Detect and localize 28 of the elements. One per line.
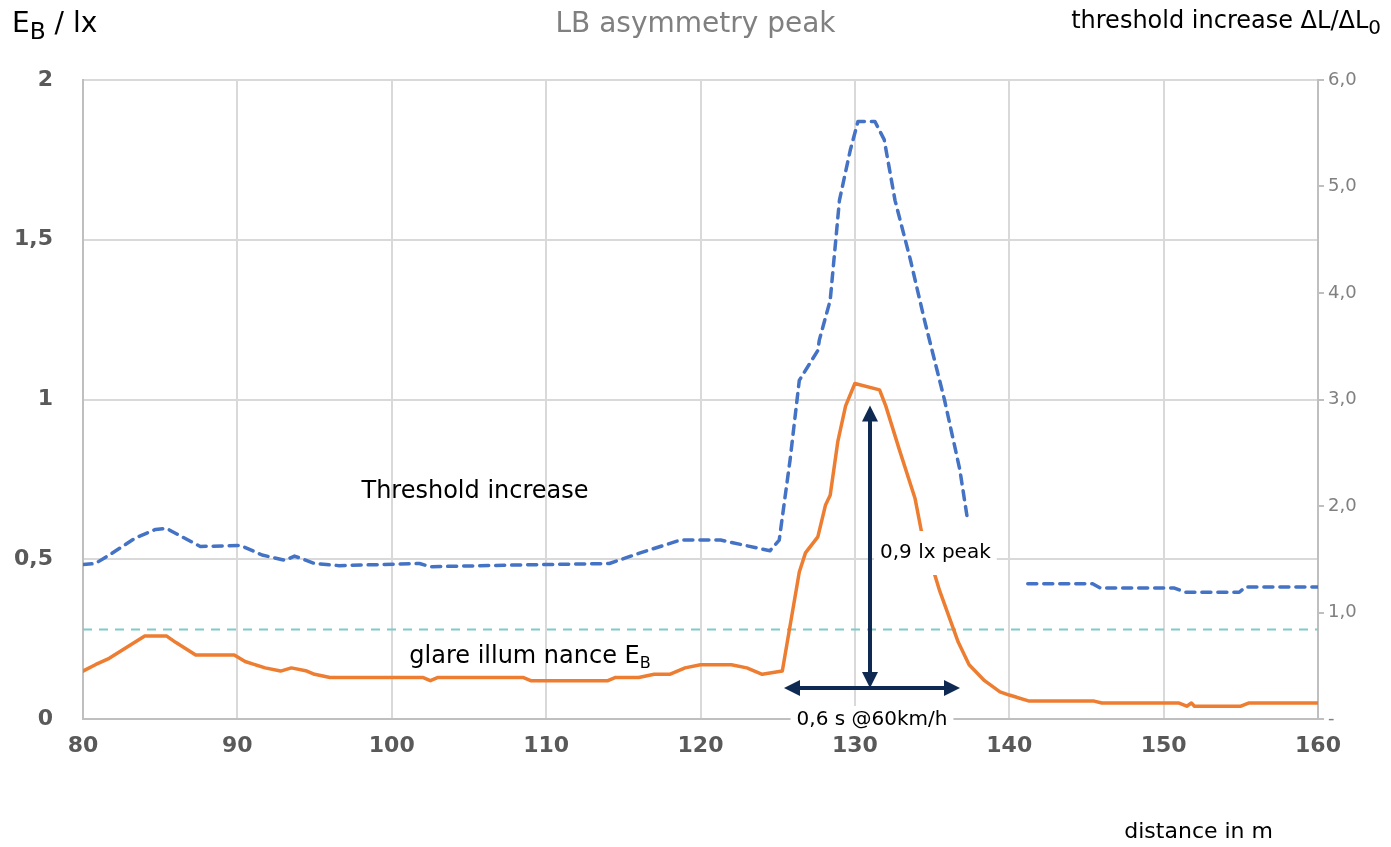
text: Threshold increase — [360, 476, 589, 505]
x-tick-label: 80 — [67, 731, 99, 757]
x-tick-label: 120 — [677, 731, 724, 757]
x-tick-label: 90 — [222, 731, 253, 757]
y2-tick-label: 5,0 — [1328, 174, 1357, 196]
x-tick-label: 140 — [986, 731, 1033, 757]
y-tick-label: 0 — [37, 704, 53, 730]
y-tick-label: 0,5 — [14, 544, 53, 570]
y-tick-label: 1 — [37, 385, 53, 411]
annotation: 0,6 s @60km/h — [796, 706, 948, 731]
x-tick-label: 100 — [368, 731, 415, 757]
chart-title: LB asymmetry peak — [555, 6, 836, 39]
x-tick-label: 160 — [1295, 731, 1341, 757]
x-tick-label: 130 — [831, 731, 878, 757]
y2-tick-label: 4,0 — [1328, 280, 1357, 302]
y2-tick-label: - — [1328, 706, 1335, 728]
y2-axis-title: threshold increase ΔL/ΔL$_{0}$ — [1071, 6, 1381, 39]
y2-tick-label: 2,0 — [1328, 493, 1357, 515]
y-tick-label: 2 — [37, 65, 53, 91]
y2-tick-label: 3,0 — [1328, 387, 1357, 409]
x-axis-title: distance in m — [1124, 818, 1273, 843]
x-tick-label: 150 — [1140, 731, 1187, 757]
y-tick-label: 1,5 — [14, 225, 53, 251]
y2-tick-label: 6,0 — [1328, 67, 1357, 89]
y2-tick-label: 1,0 — [1328, 600, 1357, 622]
annotation: 0,9 lx peak — [880, 539, 992, 564]
x-tick-label: 110 — [523, 731, 570, 757]
y-axis-title: E$_{B}$ / lx — [12, 6, 98, 45]
